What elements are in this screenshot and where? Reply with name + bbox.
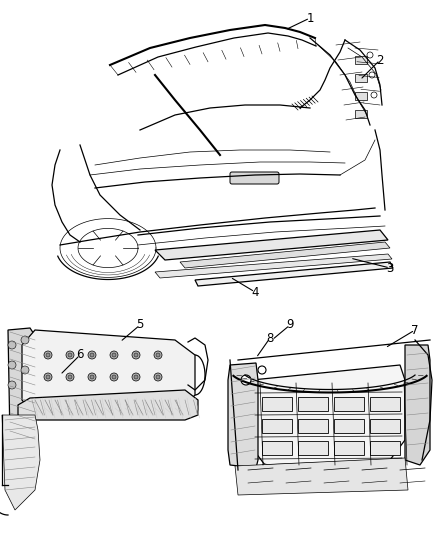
Text: 8: 8 [266, 332, 274, 344]
Circle shape [375, 464, 383, 472]
Polygon shape [228, 363, 258, 468]
Text: 7: 7 [411, 324, 419, 336]
Polygon shape [155, 254, 392, 278]
Circle shape [110, 373, 118, 381]
Bar [370, 419, 400, 433]
Text: 3: 3 [386, 262, 394, 274]
Circle shape [46, 375, 50, 379]
Circle shape [241, 375, 251, 385]
Bar [355, 92, 367, 100]
Circle shape [367, 52, 373, 58]
Circle shape [156, 375, 160, 379]
Bar [334, 397, 364, 411]
Circle shape [134, 353, 138, 357]
Bar [370, 441, 400, 455]
Circle shape [66, 351, 74, 359]
Circle shape [134, 375, 138, 379]
Circle shape [46, 353, 50, 357]
Bar [298, 397, 328, 411]
Circle shape [8, 341, 16, 349]
Polygon shape [252, 365, 405, 465]
Circle shape [8, 361, 16, 369]
Bar [298, 419, 328, 433]
Text: 6: 6 [76, 349, 84, 361]
FancyBboxPatch shape [230, 172, 279, 184]
Polygon shape [233, 375, 427, 392]
Circle shape [132, 373, 140, 381]
Circle shape [68, 375, 72, 379]
Text: 2: 2 [376, 53, 384, 67]
Bar [262, 441, 292, 455]
Circle shape [112, 375, 116, 379]
Polygon shape [180, 242, 390, 268]
Circle shape [112, 353, 116, 357]
Bar [262, 419, 292, 433]
Circle shape [90, 353, 94, 357]
Polygon shape [8, 328, 42, 440]
Circle shape [21, 336, 29, 344]
Bar [355, 74, 367, 82]
Circle shape [154, 373, 162, 381]
Circle shape [44, 351, 52, 359]
Circle shape [21, 366, 29, 374]
Circle shape [299, 464, 307, 472]
Circle shape [154, 351, 162, 359]
Circle shape [68, 353, 72, 357]
Bar [355, 110, 367, 118]
Polygon shape [405, 345, 430, 465]
Circle shape [369, 72, 375, 78]
Circle shape [337, 464, 345, 472]
Circle shape [88, 351, 96, 359]
Bar [262, 397, 292, 411]
Bar [355, 56, 367, 64]
Bar [298, 441, 328, 455]
Circle shape [90, 375, 94, 379]
Text: 9: 9 [286, 319, 294, 332]
Circle shape [156, 353, 160, 357]
Circle shape [66, 373, 74, 381]
Polygon shape [18, 390, 198, 420]
Text: 1: 1 [306, 12, 314, 25]
Circle shape [258, 366, 266, 374]
Circle shape [8, 381, 16, 389]
Bar [370, 397, 400, 411]
Text: 5: 5 [136, 319, 144, 332]
Polygon shape [155, 230, 388, 260]
Circle shape [371, 92, 377, 98]
Polygon shape [22, 330, 195, 415]
Polygon shape [2, 415, 40, 510]
Bar [334, 419, 364, 433]
Circle shape [261, 464, 269, 472]
Circle shape [132, 351, 140, 359]
Circle shape [44, 373, 52, 381]
Circle shape [88, 373, 96, 381]
Polygon shape [235, 458, 408, 495]
Text: 4: 4 [251, 286, 259, 298]
Bar [334, 441, 364, 455]
Polygon shape [195, 262, 393, 286]
Circle shape [110, 351, 118, 359]
